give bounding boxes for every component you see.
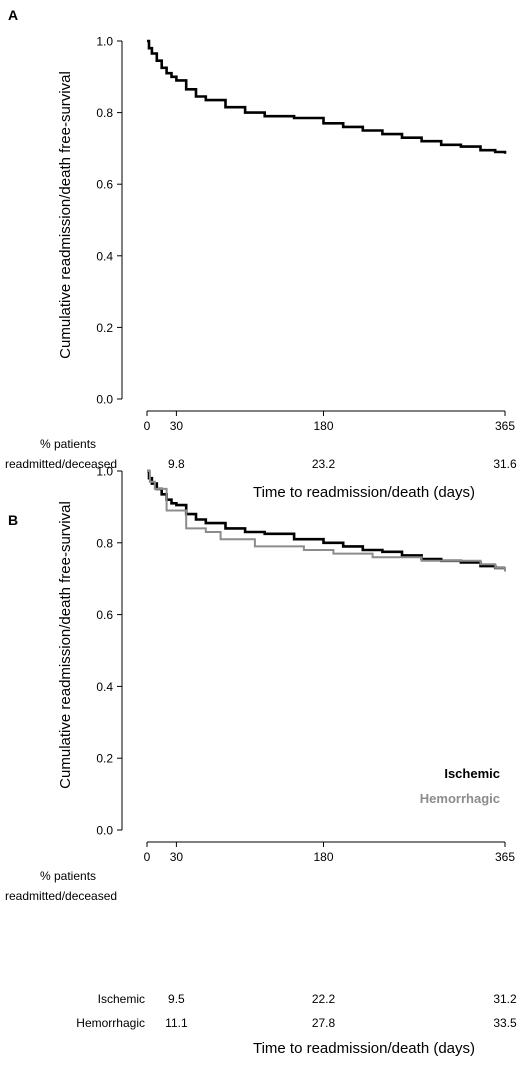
y-ticks-a: 0.0 0.2 0.4 0.6 0.8 1.0 xyxy=(96,35,122,407)
risk-header-b-0: % patients xyxy=(40,869,96,883)
risk-header-a-0: % patients xyxy=(40,437,96,451)
y-tick-label-a-3: 0.6 xyxy=(96,178,113,192)
risk-table-a: % patients readmitted/deceased 9.8 23.2 … xyxy=(5,437,517,471)
y-tick-label-b-2: 0.4 xyxy=(96,680,113,694)
risk-value-b-1-0: 11.1 xyxy=(165,1016,188,1030)
x-tick-label-a-0: 0 xyxy=(144,419,151,433)
panel-a: A Cumulative readmission/death free-surv… xyxy=(5,7,517,501)
x-tick-label-a-2: 180 xyxy=(313,419,333,433)
risk-value-b-1-2: 33.5 xyxy=(493,1016,517,1030)
risk-value-a-2: 31.6 xyxy=(493,457,517,471)
survival-curve-a-0 xyxy=(147,39,507,154)
risk-row-label-b-1: Hemorrhagic xyxy=(76,1016,145,1030)
survival-curve-b-hemorrhagic xyxy=(147,470,506,572)
risk-header-b-1: readmitted/deceased xyxy=(5,889,117,903)
x-tick-label-b-1: 30 xyxy=(170,850,184,864)
y-tick-label-b-1: 0.2 xyxy=(96,752,113,766)
risk-value-b-0-1: 22.2 xyxy=(312,992,336,1006)
x-tick-label-b-0: 0 xyxy=(144,850,151,864)
series-label-hemorrhagic: Hemorrhagic xyxy=(420,791,500,806)
risk-value-a-1: 23.2 xyxy=(312,457,336,471)
x-tick-label-b-3: 365 xyxy=(495,850,515,864)
x-ticks-a: 0 30 180 365 xyxy=(144,411,515,433)
x-ticks-b: 0 30 180 365 xyxy=(144,842,515,864)
y-ticks-b: 0.0 0.2 0.4 0.6 0.8 1.0 xyxy=(96,465,122,838)
panel-letter-a: A xyxy=(8,7,18,23)
y-tick-label-b-0: 0.0 xyxy=(96,824,113,838)
y-tick-label-b-5: 1.0 xyxy=(96,465,113,479)
y-tick-label-b-3: 0.6 xyxy=(96,608,113,622)
x-tick-label-a-1: 30 xyxy=(170,419,184,433)
risk-value-b-0-2: 31.2 xyxy=(493,992,517,1006)
series-label-ischemic: Ischemic xyxy=(444,766,500,781)
risk-value-a-0: 9.8 xyxy=(168,457,185,471)
risk-value-b-1-1: 27.8 xyxy=(312,1016,336,1030)
risk-row-label-b-0: Ischemic xyxy=(98,992,145,1006)
series-a xyxy=(147,39,507,154)
y-axis-label-b: Cumulative readmission/death free-surviv… xyxy=(57,501,74,789)
risk-table-b: % patients readmitted/deceased Ischemic … xyxy=(5,869,517,1030)
x-tick-label-a-3: 365 xyxy=(495,419,515,433)
y-axis-label-a: Cumulative readmission/death free-surviv… xyxy=(57,71,74,359)
y-tick-label-a-0: 0.0 xyxy=(96,393,113,407)
series-b xyxy=(147,469,506,572)
y-tick-label-b-4: 0.8 xyxy=(96,536,113,550)
panel-b: B Cumulative readmission/death free-surv… xyxy=(5,465,517,1058)
y-tick-label-a-2: 0.4 xyxy=(96,249,113,263)
risk-header-a-1: readmitted/deceased xyxy=(5,457,117,471)
x-axis-label-a: Time to readmission/death (days) xyxy=(253,484,475,501)
y-tick-label-a-5: 1.0 xyxy=(96,35,113,49)
survival-curve-b-ischemic xyxy=(147,469,505,570)
y-tick-label-a-4: 0.8 xyxy=(96,106,113,120)
x-axis-label-b: Time to readmission/death (days) xyxy=(253,1040,475,1057)
risk-value-b-0-0: 9.5 xyxy=(168,992,185,1006)
x-tick-label-b-2: 180 xyxy=(313,850,333,864)
y-tick-label-a-1: 0.2 xyxy=(96,321,113,335)
panel-letter-b: B xyxy=(8,512,18,528)
